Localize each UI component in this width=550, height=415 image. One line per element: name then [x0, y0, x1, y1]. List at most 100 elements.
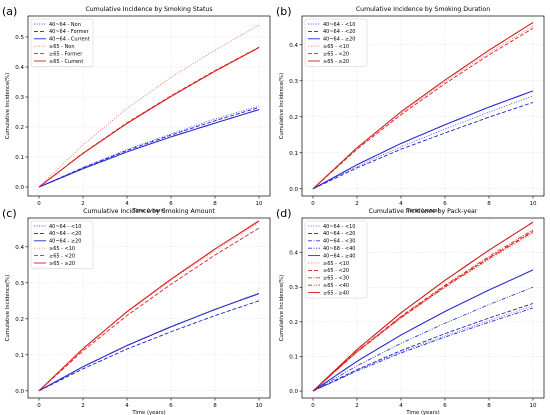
panel-label: (c) [2, 207, 17, 220]
x-tick-label: 0 [311, 403, 315, 409]
x-axis-label: Time (years) [405, 208, 439, 214]
legend-label: ≥65 - <20 [323, 268, 349, 274]
legend-label: ≥65 - <40 [323, 283, 349, 289]
x-tick-label: 4 [125, 201, 129, 207]
series-line [38, 300, 260, 392]
y-tick-label: 0.0 [15, 389, 24, 395]
legend-label: 40~64 - <30 [323, 239, 355, 245]
series-line [312, 269, 534, 392]
legend-label: ≥65 - ≥40 [323, 290, 349, 296]
y-axis-label: Cumulative Incidence(%) [279, 73, 285, 140]
series-line [38, 227, 260, 392]
x-tick-label: 4 [399, 201, 403, 207]
legend-label: ≥65 - <30 [323, 276, 349, 282]
legend-label: 40~64 - Current [49, 37, 90, 43]
series-line [312, 101, 534, 190]
legend-label: 40~64 - <10 [49, 224, 81, 230]
legend-label: ≥65 - ≥20 [323, 59, 349, 65]
x-tick-label: 10 [530, 201, 537, 207]
x-tick-label: 2 [355, 403, 359, 409]
chart-title: Cumulative Incidence by Smoking Amount [83, 208, 215, 215]
series-line [312, 229, 534, 392]
legend-label: ≥65 - <20 [323, 51, 349, 57]
legend-label: 40~64 - <20 [49, 231, 81, 237]
legend-label: 40~64 - <20 [323, 231, 355, 237]
x-tick-label: 8 [213, 403, 217, 409]
y-tick-label: 0.2 [289, 115, 298, 121]
x-axis-label: Time (years) [131, 410, 165, 415]
legend-label: ≥65 - Non [49, 44, 75, 50]
series-line [312, 307, 534, 392]
y-tick-label: 0.4 [289, 43, 298, 49]
y-tick-label: 0.0 [15, 185, 24, 191]
legend-box [30, 18, 94, 67]
series-line [38, 221, 260, 392]
x-tick-label: 6 [443, 403, 447, 409]
panel-label: (a) [2, 5, 17, 18]
x-tick-label: 10 [256, 201, 263, 207]
series-line [312, 305, 534, 392]
plot-frame [27, 217, 271, 399]
series-line [38, 24, 260, 188]
legend-label: ≥65 - <10 [49, 246, 75, 252]
legend-box [304, 18, 368, 67]
plot-frame [27, 15, 271, 197]
legend-label: ≥65 - <10 [323, 261, 349, 267]
legend-label: 40~64 - <10 [323, 22, 355, 28]
y-axis-label: Cumulative Incidence(%) [5, 73, 11, 140]
series-line [312, 221, 534, 392]
y-tick-label: 0.1 [15, 353, 24, 359]
series-line [38, 293, 260, 392]
y-tick-label: 0.4 [15, 245, 24, 251]
x-tick-label: 4 [399, 403, 403, 409]
y-axis-label: Cumulative Incidence(%) [5, 275, 11, 342]
legend-label: ≥65 - Former [49, 51, 83, 57]
legend-label: 40~64 - Former [49, 29, 90, 35]
x-tick-label: 2 [81, 201, 85, 207]
legend-label: 40~64 - Non [49, 22, 81, 28]
x-tick-label: 8 [213, 201, 217, 207]
legend-label: 40~68 - <40 [323, 246, 355, 252]
legend-label: 40~64 - ≥20 [323, 37, 355, 43]
series-line [312, 232, 534, 392]
y-tick-label: 0.0 [289, 389, 298, 395]
x-tick-label: 0 [37, 201, 41, 207]
chart-title: Cumulative Incidence by Pack-year [369, 208, 478, 215]
y-tick-label: 0.3 [289, 285, 298, 291]
y-tick-label: 0.1 [289, 354, 298, 360]
series-line [38, 220, 260, 392]
x-tick-label: 6 [169, 201, 173, 207]
series-line [38, 47, 260, 188]
series-line [312, 95, 534, 190]
x-tick-label: 0 [311, 201, 315, 207]
plot-frame [301, 217, 545, 399]
legend-label: 40~64 - <20 [323, 29, 355, 35]
series-line [38, 107, 260, 188]
y-axis-label: Cumulative Incidence(%) [279, 275, 285, 342]
legend-label: ≥65 - <10 [323, 44, 349, 50]
x-tick-label: 2 [81, 403, 85, 409]
x-tick-label: 4 [125, 403, 129, 409]
x-tick-label: 6 [169, 403, 173, 409]
series-line [312, 90, 534, 190]
y-tick-label: 0.3 [15, 95, 24, 101]
y-tick-label: 0.1 [289, 151, 298, 157]
x-axis-label: Time (years) [405, 410, 439, 415]
panel-3: (d) Cumulative Incidence by Pack-year 0 2 4 6… [276, 207, 545, 415]
panel-label: (b) [276, 5, 292, 18]
y-tick-label: 0.2 [289, 320, 298, 326]
series-line [38, 105, 260, 188]
chart-title: Cumulative Incidence by Smoking Status [85, 6, 212, 13]
legend-label: ≥65 - Current [49, 59, 83, 65]
x-tick-label: 8 [487, 403, 491, 409]
series-line [312, 303, 534, 392]
series-line [38, 109, 260, 188]
y-tick-label: 0.2 [15, 317, 24, 323]
panel-0: (a) Cumulative Incidence by Smoking Statu… [2, 5, 271, 214]
legend-box [304, 220, 368, 299]
x-tick-label: 10 [530, 403, 537, 409]
y-tick-label: 0.2 [15, 125, 24, 131]
panel-1: (b) Cumulative Incidence by Smoking Durat… [276, 5, 545, 214]
series-line [312, 286, 534, 392]
